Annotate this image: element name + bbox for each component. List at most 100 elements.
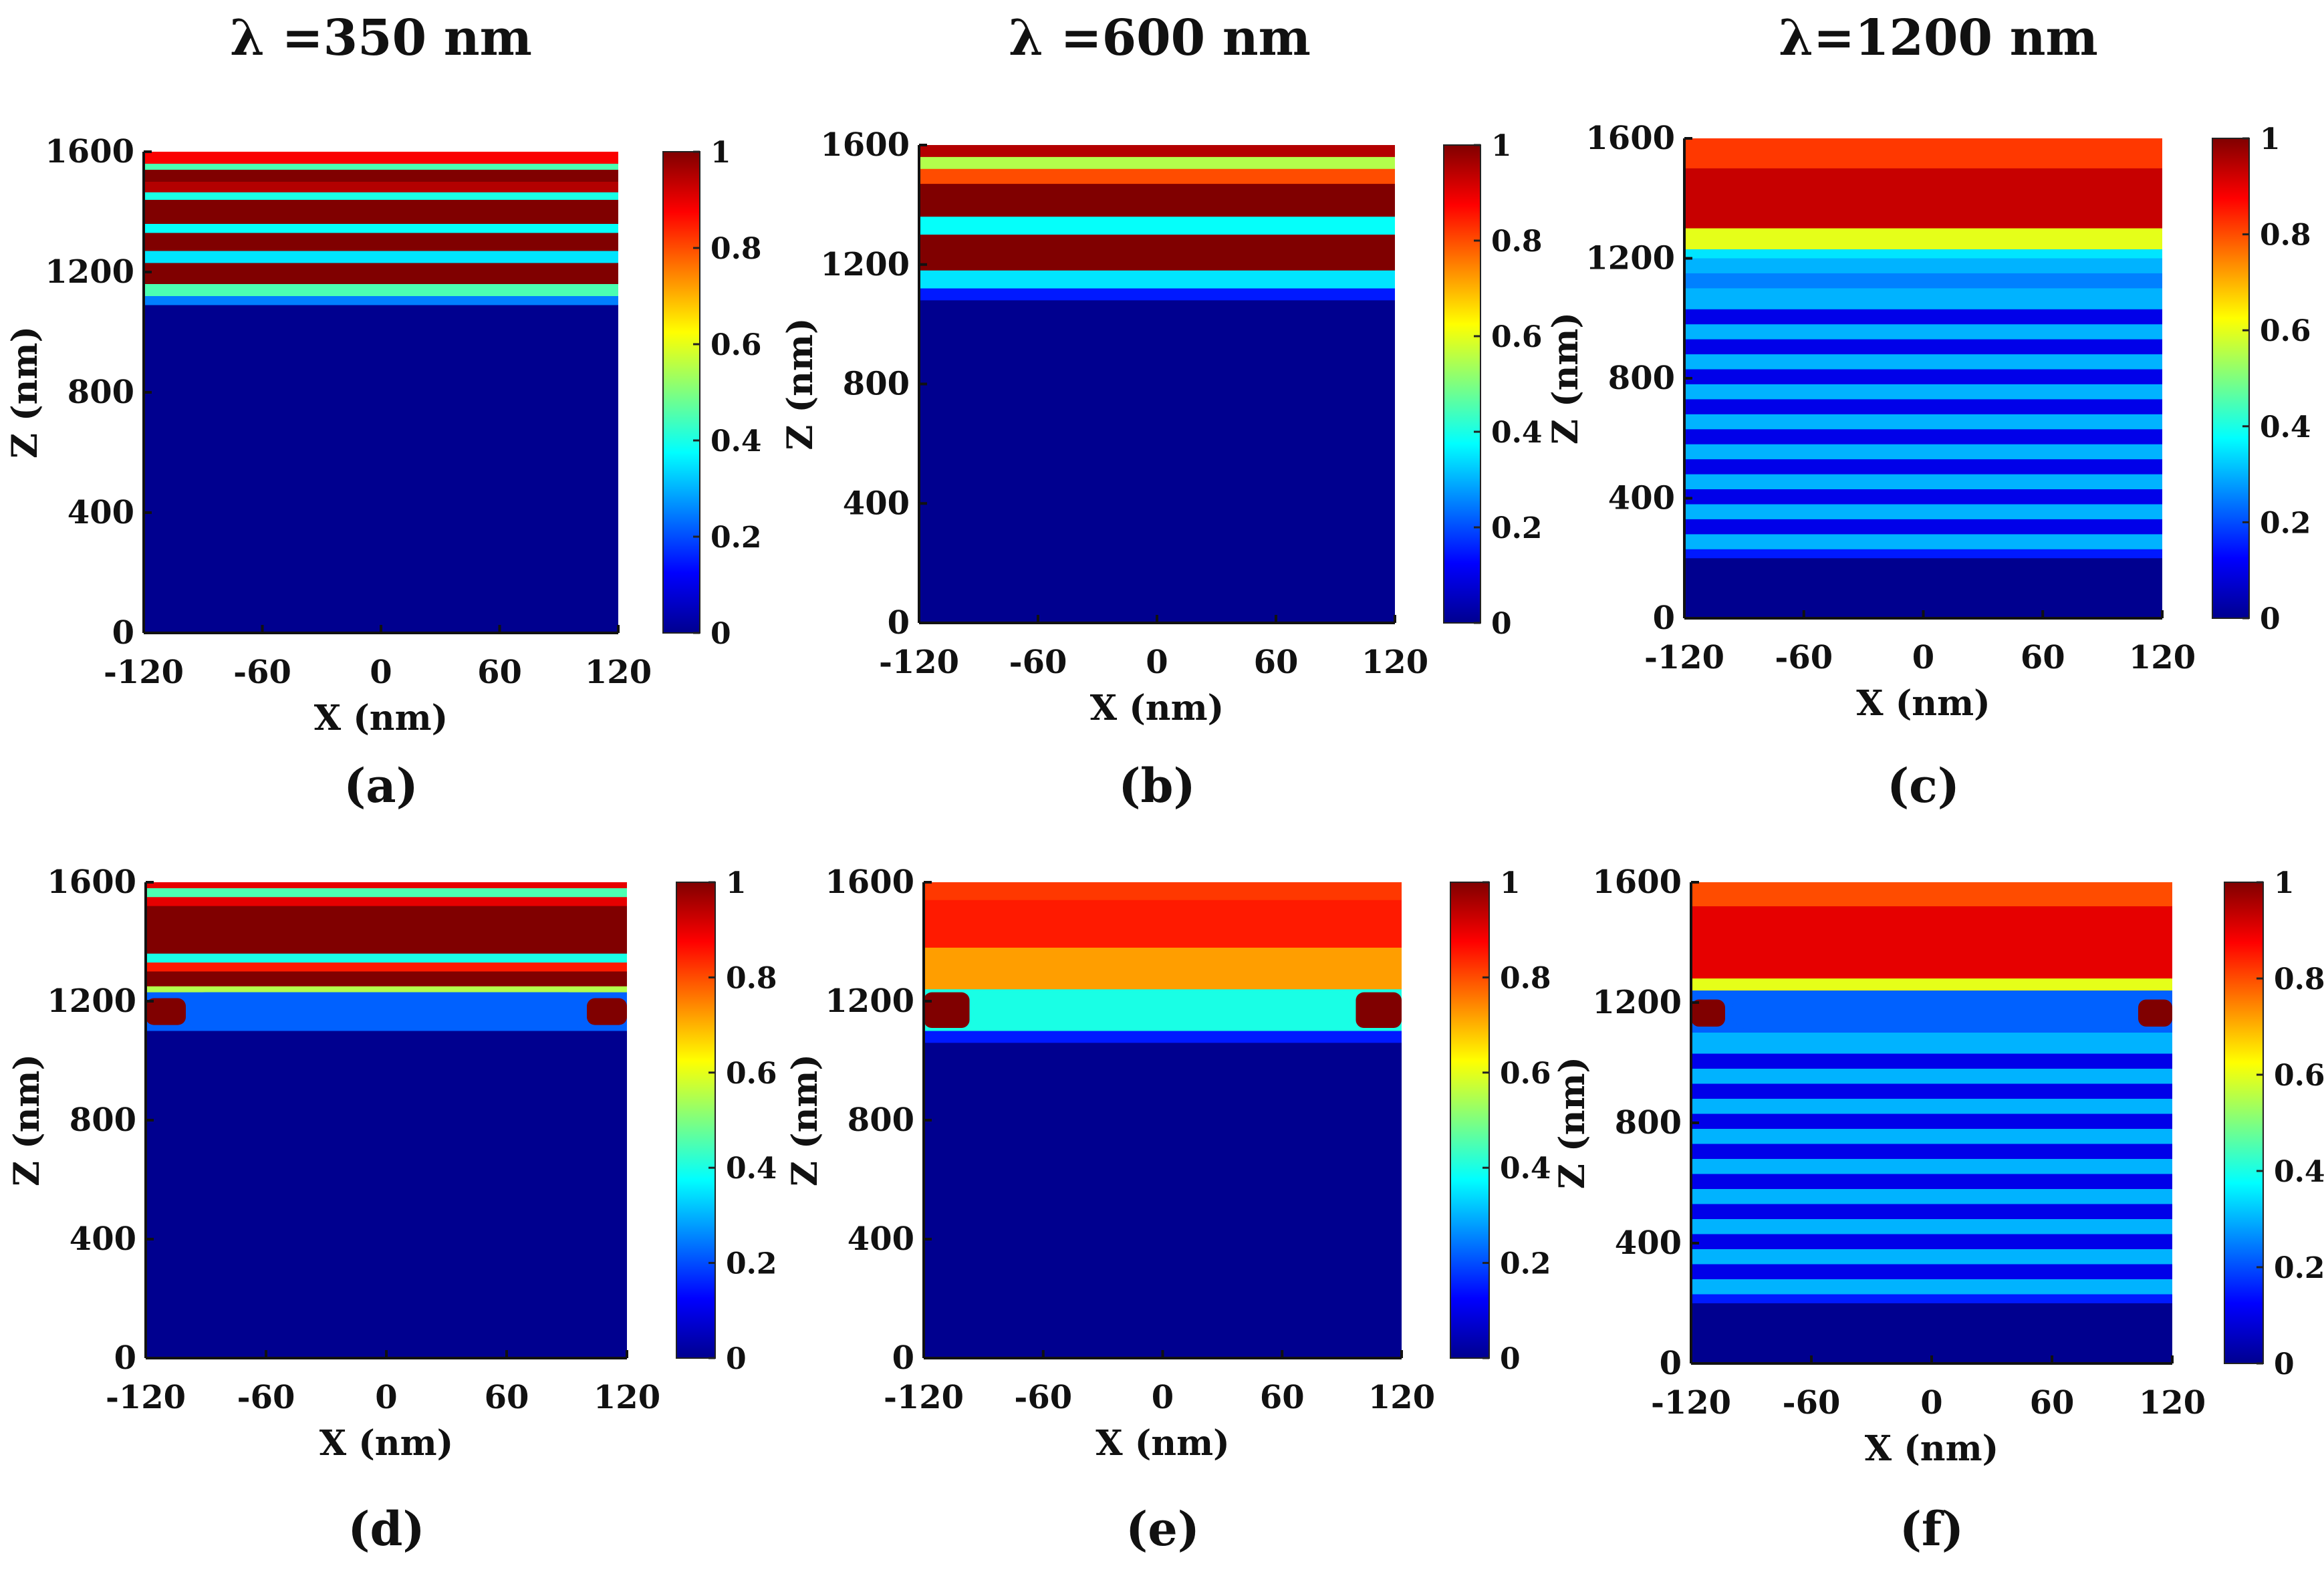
colorbar: [2224, 882, 2264, 1364]
field-band-18: [1691, 1249, 2172, 1265]
field-band-9: [146, 1031, 627, 1359]
x-tick-label: 0: [370, 654, 392, 691]
y-tick-label: 0: [1653, 600, 1675, 637]
field-band-14: [1684, 414, 2162, 430]
y-tick-label: 1200: [825, 982, 914, 1020]
colorbar-tick-label: 0.8: [1500, 961, 1551, 995]
field-band-5: [1684, 273, 2162, 289]
x-axis-title: X (nm): [1095, 1423, 1229, 1464]
field-band-8: [1691, 1099, 2172, 1114]
field-band-0: [1684, 138, 2162, 169]
field-band-10: [1691, 1129, 2172, 1144]
field-band-20: [1684, 504, 2162, 520]
colorbar-tick-label: 1: [1491, 129, 1512, 163]
y-tick-label: 400: [68, 494, 134, 531]
x-axis-title: X (nm): [1090, 688, 1224, 729]
x-tick-label: -120: [879, 644, 959, 681]
x-tick-label: -60: [1783, 1384, 1841, 1422]
field-band-8: [144, 251, 618, 263]
field-band-20: [1691, 1279, 2172, 1295]
field-band-15: [1684, 429, 2162, 445]
field-band-5: [919, 235, 1395, 271]
field-band-19: [1684, 489, 2162, 505]
x-tick-label: 60: [485, 1379, 529, 1416]
field-band-5: [1691, 1053, 2172, 1069]
y-axis-title: Z (nm): [780, 317, 821, 450]
y-tick-label: 1200: [45, 253, 134, 291]
colorbar-tick-label: 0.4: [711, 424, 762, 458]
colorbar-tick-label: 0.6: [2274, 1059, 2324, 1093]
y-tick-label: 0: [892, 1339, 914, 1377]
x-tick-label: -60: [237, 1379, 295, 1416]
x-tick-label: -120: [884, 1379, 964, 1416]
field-band-15: [1691, 1204, 2172, 1220]
field-band-1: [144, 164, 618, 170]
x-axis-title: X (nm): [314, 698, 448, 739]
particle-region: [1731, 993, 2132, 1030]
colorbar-tick-label: 0.4: [726, 1152, 777, 1186]
x-tick-label: 120: [594, 1379, 660, 1416]
x-tick-label: -60: [1775, 639, 1833, 676]
colorbar-tick-label: 0.4: [1500, 1152, 1551, 1186]
field-band-2: [144, 170, 618, 182]
field-band-4: [1691, 1033, 2172, 1054]
y-tick-label: 800: [848, 1101, 914, 1139]
colorbar-tick-label: 0.2: [711, 521, 762, 555]
field-band-6: [1684, 288, 2162, 310]
colorbar-tick-label: 0.8: [2274, 962, 2324, 997]
field-band-21: [1691, 1294, 2172, 1304]
field-band-8: [919, 300, 1395, 624]
x-tick-label: 120: [2129, 639, 2196, 676]
field-band-10: [1684, 354, 2162, 370]
x-tick-label: 60: [1260, 1379, 1305, 1416]
colorbar-tick-label: 0.4: [2274, 1155, 2324, 1189]
edge-hotspot-0: [1691, 999, 1725, 1027]
field-band-23: [1684, 549, 2162, 559]
x-axis-title: X (nm): [319, 1423, 453, 1464]
field-band-1: [1691, 906, 2172, 979]
y-tick-label: 1600: [825, 864, 914, 901]
x-tick-label: 0: [1912, 639, 1934, 676]
column-title-600: λ =600 nm: [1009, 9, 1311, 67]
x-tick-label: -60: [233, 654, 291, 691]
x-tick-label: 0: [1146, 644, 1168, 681]
field-band-22: [1684, 534, 2162, 550]
field-band-11: [144, 296, 618, 305]
colorbar-tick-label: 0.4: [1491, 416, 1543, 450]
y-tick-label: 0: [114, 1339, 136, 1377]
colorbar-tick-label: 1: [711, 136, 731, 170]
y-axis-title: Z (nm): [7, 1054, 47, 1186]
field-band-0: [1691, 882, 2172, 907]
field-band-17: [1691, 1234, 2172, 1250]
field-band-14: [1691, 1189, 2172, 1204]
x-tick-label: 120: [585, 654, 652, 691]
field-band-24: [1684, 558, 2162, 619]
field-band-9: [144, 263, 618, 285]
field-band-0: [919, 145, 1395, 158]
y-axis-title: Z (nm): [1545, 312, 1586, 444]
field-band-0: [924, 882, 1402, 901]
colorbar: [676, 882, 716, 1359]
colorbar: [662, 151, 700, 634]
colorbar-tick-label: 0.8: [711, 232, 762, 266]
field-band-4: [924, 1031, 1402, 1043]
field-band-0: [144, 152, 618, 164]
field-band-5: [144, 200, 618, 225]
field-band-7: [1684, 309, 2162, 325]
field-band-7: [919, 288, 1395, 301]
colorbar-tick-label: 1: [726, 866, 747, 900]
column-title-350: λ =350 nm: [230, 9, 532, 67]
particle-region: [973, 992, 1352, 1031]
colorbar-tick-label: 0.8: [726, 961, 777, 995]
field-band-2: [146, 897, 627, 907]
y-tick-label: 1600: [1592, 864, 1682, 901]
column-titles: λ =350 nm λ =600 nm λ=1200 nm: [230, 9, 2098, 67]
field-band-1: [146, 888, 627, 898]
field-band-2: [924, 947, 1402, 990]
y-tick-label: 0: [1660, 1345, 1682, 1382]
panel-label: (d): [348, 1501, 424, 1557]
x-tick-label: -120: [104, 654, 184, 691]
